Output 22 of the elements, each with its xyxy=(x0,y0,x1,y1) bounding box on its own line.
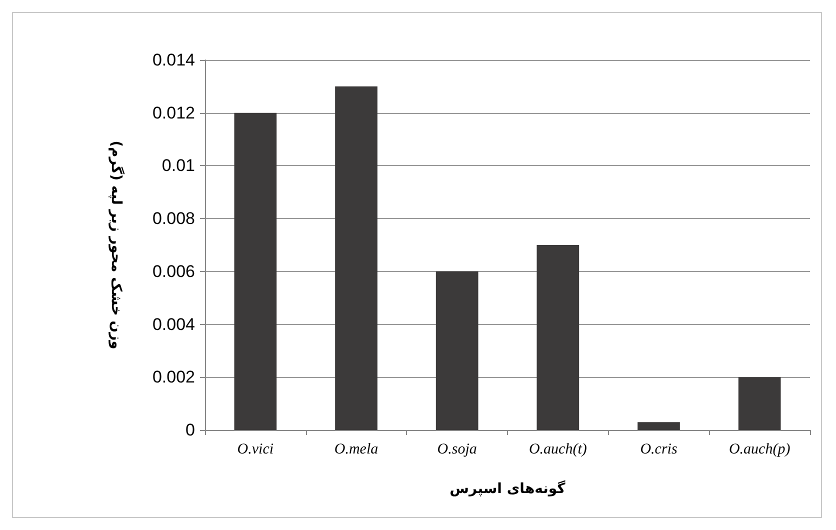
y-tick-label: 0.006 xyxy=(152,262,195,281)
x-axis-title: گونه‌های اسپرس xyxy=(450,480,566,497)
bar xyxy=(738,377,781,430)
bar xyxy=(638,422,680,430)
x-tick-label: O.auch(p) xyxy=(728,442,790,458)
bar xyxy=(335,86,378,430)
y-tick-label: 0.012 xyxy=(152,103,195,122)
y-tick-label: 0 xyxy=(186,420,195,440)
bar xyxy=(234,112,277,430)
y-tick-label: 0.01 xyxy=(162,156,195,176)
y-axis-title: وزن خشک محور زیر لپه (گرم) xyxy=(108,140,125,350)
x-tick-label: O.mela xyxy=(334,442,378,458)
x-tick-label: O.soja xyxy=(437,442,477,458)
y-tick-label: 0.002 xyxy=(152,368,195,387)
y-tick-label: 0.014 xyxy=(152,50,195,70)
y-tick-label: 0.008 xyxy=(152,209,195,228)
x-tick-label: O.cris xyxy=(640,442,678,458)
y-tick-label: 0.004 xyxy=(152,314,195,334)
x-tick-label: O.vici xyxy=(237,442,274,458)
bar xyxy=(436,271,478,430)
bar xyxy=(536,245,580,430)
x-tick-label: O.auch(t) xyxy=(528,442,587,458)
